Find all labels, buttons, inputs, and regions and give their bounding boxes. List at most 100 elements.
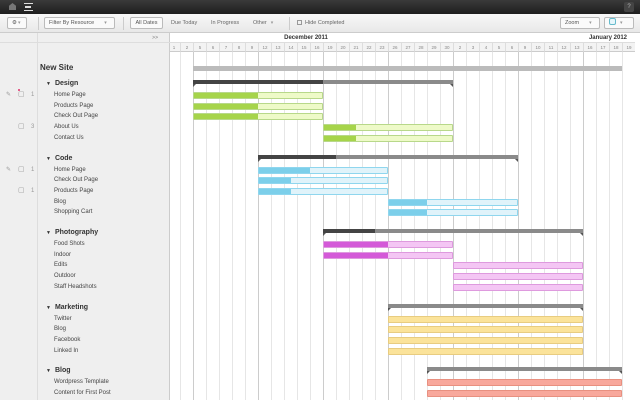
comment-icon[interactable]: ▢ xyxy=(18,123,25,131)
day-header: 9 xyxy=(518,43,531,52)
task-bar[interactable] xyxy=(453,283,583,291)
group-header[interactable]: ▼ Photography xyxy=(46,228,216,238)
gridline xyxy=(388,52,389,400)
group-summary-bar[interactable] xyxy=(388,303,583,311)
task-bar[interactable] xyxy=(388,347,583,355)
gridline xyxy=(609,52,610,400)
task-bar[interactable] xyxy=(258,166,388,174)
group-summary-bar[interactable] xyxy=(193,80,453,87)
task-name[interactable]: Wordpress Template xyxy=(54,379,109,386)
day-header: 9 xyxy=(245,43,258,52)
task-name[interactable]: Edits xyxy=(54,262,68,269)
collapse-triangle-icon[interactable]: ▼ xyxy=(46,230,51,236)
paperclip-icon[interactable]: ✎ xyxy=(6,92,12,98)
task-name[interactable]: Twitter xyxy=(54,315,72,322)
task-name[interactable]: Facebook xyxy=(54,336,81,343)
hide-completed-checkbox[interactable]: Hide Completed xyxy=(297,17,344,29)
task-name[interactable]: Check Out Page xyxy=(54,113,99,120)
task-bar[interactable] xyxy=(258,177,388,185)
task-name[interactable]: Products Page xyxy=(54,187,94,194)
task-name[interactable]: Shopping Cart xyxy=(54,209,93,216)
group-header[interactable]: ▼ Design xyxy=(46,79,216,89)
all-dates-button[interactable]: All Dates xyxy=(130,17,163,29)
day-header: 13 xyxy=(271,43,284,52)
collapse-triangle-icon[interactable]: ▼ xyxy=(46,155,51,162)
task-name[interactable]: Blog xyxy=(54,198,67,205)
task-bar[interactable] xyxy=(193,102,323,110)
settings-button[interactable]: ⚙▾ xyxy=(7,17,27,29)
group-header[interactable]: ▼ Code xyxy=(46,154,216,164)
filter-by-resource-select[interactable]: Filter By Resource ▾ xyxy=(44,17,115,29)
task-bar[interactable] xyxy=(388,198,518,206)
task-bar[interactable] xyxy=(427,390,622,397)
task-name[interactable]: Linked In xyxy=(54,347,79,354)
other-label: Other xyxy=(253,20,267,26)
comment-icon[interactable]: ▢ xyxy=(18,91,25,98)
task-name[interactable]: Home Page xyxy=(54,166,86,173)
task-name[interactable]: Food Shots xyxy=(54,241,85,247)
task-bar[interactable] xyxy=(323,241,453,248)
in-progress-button[interactable]: In Progress xyxy=(211,20,240,26)
day-header: 29 xyxy=(427,43,440,52)
task-bar[interactable] xyxy=(388,326,583,334)
task-progress xyxy=(324,242,388,247)
gridline xyxy=(245,52,246,400)
task-name[interactable]: Check Out Page xyxy=(54,177,99,184)
comment-icon[interactable]: ▢ xyxy=(18,165,25,173)
task-bar[interactable] xyxy=(323,124,453,132)
task-name[interactable]: Staff Headshots xyxy=(54,283,97,290)
other-dropdown[interactable]: Other ▾ xyxy=(253,17,273,29)
task-bar[interactable] xyxy=(388,336,583,344)
task-name[interactable]: Outdoor xyxy=(54,273,76,280)
color-select[interactable]: ▾ xyxy=(604,17,634,29)
task-bar[interactable] xyxy=(388,315,583,323)
task-bar[interactable] xyxy=(258,187,388,195)
task-bar[interactable] xyxy=(193,113,323,121)
due-today-button[interactable]: Due Today xyxy=(171,20,198,26)
month-header: December 2011 xyxy=(170,33,453,43)
comment-count: 1 xyxy=(31,187,35,194)
task-progress xyxy=(259,188,291,194)
task-name[interactable]: Blog xyxy=(54,326,67,333)
group-summary-bar[interactable] xyxy=(427,367,622,375)
task-bar[interactable] xyxy=(323,134,453,142)
collapse-triangle-icon[interactable]: ▼ xyxy=(46,304,51,311)
task-progress xyxy=(389,199,428,205)
gridline xyxy=(505,52,506,400)
day-header: 26 xyxy=(388,43,401,52)
task-name[interactable]: Contact Us xyxy=(54,134,84,141)
day-header: 2 xyxy=(453,43,466,52)
task-bar[interactable] xyxy=(427,379,622,387)
task-progress xyxy=(259,167,311,173)
task-name[interactable]: Home Page xyxy=(54,92,86,98)
collapse-triangle-icon[interactable]: ▼ xyxy=(46,368,51,375)
task-bar[interactable] xyxy=(453,273,583,281)
home-icon[interactable] xyxy=(9,3,16,10)
zoom-select[interactable]: Zoom ▾ xyxy=(560,17,600,29)
task-name[interactable]: Content for First Post xyxy=(54,390,111,396)
gantt-menu-icon[interactable] xyxy=(24,3,33,11)
group-header[interactable]: ▼ Marketing xyxy=(46,303,216,313)
task-name[interactable]: About Us xyxy=(54,124,79,131)
task-bar[interactable] xyxy=(453,262,583,270)
gridline xyxy=(336,52,337,400)
day-header: 14 xyxy=(284,43,297,52)
task-bar[interactable] xyxy=(323,251,453,259)
collapse-panel-button[interactable]: >> xyxy=(0,33,170,43)
task-bar[interactable] xyxy=(388,209,518,217)
comment-icon[interactable]: ▢ xyxy=(18,186,25,194)
project-summary-bar[interactable] xyxy=(193,66,622,71)
help-button[interactable]: ? xyxy=(624,2,634,12)
group-summary-bar[interactable] xyxy=(258,154,518,162)
day-header: 22 xyxy=(362,43,375,52)
paperclip-icon[interactable]: ✎ xyxy=(6,166,12,173)
task-name[interactable]: Indoor xyxy=(54,251,72,258)
gridline xyxy=(531,52,532,400)
collapse-triangle-icon[interactable]: ▼ xyxy=(46,81,51,87)
task-name[interactable]: Products Page xyxy=(54,102,94,109)
task-bar[interactable] xyxy=(193,92,323,99)
group-name: Code xyxy=(54,154,73,162)
day-header: 4 xyxy=(479,43,492,52)
group-summary-bar[interactable] xyxy=(323,229,583,236)
group-header[interactable]: ▼ Blog xyxy=(46,366,216,376)
